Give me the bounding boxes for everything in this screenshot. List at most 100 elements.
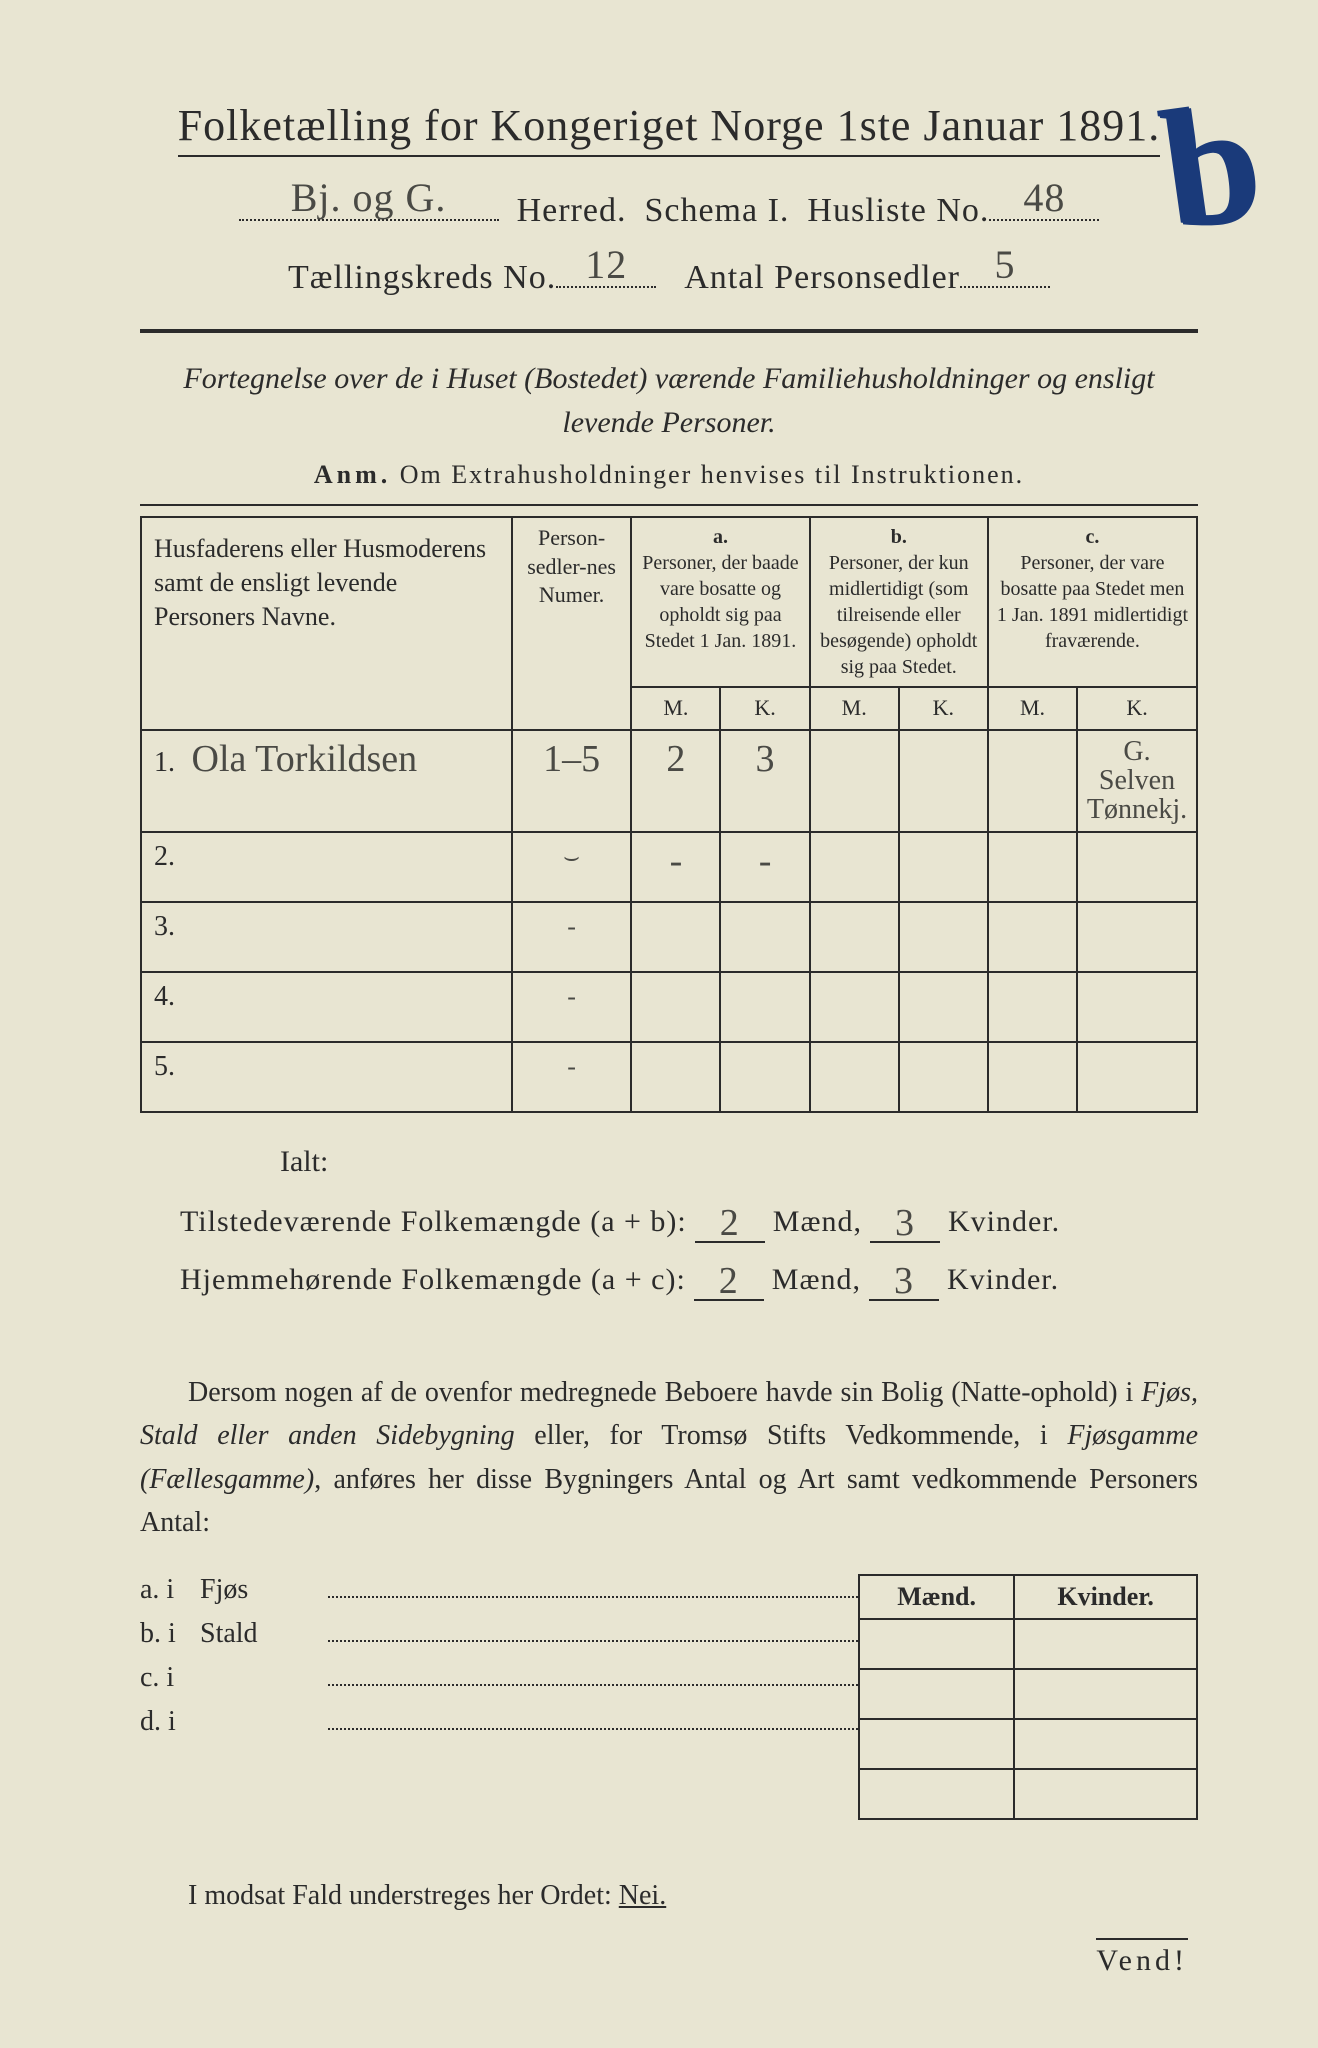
maend-label: Mænd, <box>773 1205 862 1239</box>
kreds-label: Tællingskreds No. <box>288 259 556 297</box>
cell <box>899 902 988 972</box>
herred-label: Herred. <box>517 192 627 230</box>
cell <box>899 730 988 832</box>
mk-kvinder: Kvinder. <box>1014 1575 1197 1619</box>
antal-field: 5 <box>960 252 1050 288</box>
th-cM: M. <box>988 687 1077 730</box>
cell <box>810 730 899 832</box>
cell: - <box>512 972 632 1042</box>
cell <box>810 972 899 1042</box>
cell <box>631 902 720 972</box>
th-num: Person-sedler-nes Numer. <box>512 517 632 730</box>
form-subtitle: Fortegnelse over de i Huset (Bostedet) v… <box>170 357 1168 444</box>
nei-word: Nei. <box>619 1880 666 1911</box>
anm-note: Anm. Om Extrahusholdninger henvises til … <box>140 460 1198 490</box>
form-title: Folketælling for Kongeriget Norge 1ste J… <box>178 100 1161 157</box>
dotted-line <box>328 1576 858 1598</box>
cell <box>720 1042 809 1112</box>
cell <box>899 832 988 902</box>
cell: 3 <box>720 730 809 832</box>
vend-label: Vend! <box>1096 1938 1188 1978</box>
cell <box>1077 902 1197 972</box>
bygn-row-b: b. i Stald <box>140 1618 858 1650</box>
cell-name: 1. Ola Torkildsen <box>141 730 512 832</box>
cell <box>810 832 899 902</box>
table-row: 5.- <box>141 1042 1197 1112</box>
cell <box>1077 1042 1197 1112</box>
th-col-a: a. Personer, der baade vare bosatte og o… <box>631 517 809 687</box>
th-col-c: c. Personer, der vare bosatte paa Stedet… <box>988 517 1197 687</box>
th-name: Husfaderens eller Husmoderens samt de en… <box>141 517 512 730</box>
cell <box>631 972 720 1042</box>
cell: 2 <box>631 730 720 832</box>
totals-r2-k: 3 <box>869 1255 939 1301</box>
thin-divider <box>140 504 1198 506</box>
husliste-field: 48 <box>989 185 1099 221</box>
th-cK: K. <box>1077 687 1197 730</box>
cell <box>988 832 1077 902</box>
bygn-row-d: d. i <box>140 1706 858 1738</box>
cell <box>988 902 1077 972</box>
dotted-line <box>328 1664 858 1686</box>
cell-name: 3. <box>141 902 512 972</box>
census-form-page: b Folketælling for Kongeriget Norge 1ste… <box>0 0 1318 2048</box>
th-aK: K. <box>720 687 809 730</box>
cell <box>810 902 899 972</box>
antal-label: Antal Personsedler <box>684 259 960 297</box>
totals-r2-label: Hjemmehørende Folkemængde (a + c): <box>180 1263 686 1297</box>
totals-r1-label: Tilstedeværende Folkemængde (a + b): <box>180 1205 687 1239</box>
totals-row-1: Tilstedeværende Folkemængde (a + b): 2 M… <box>180 1197 1198 1243</box>
kreds-field: 12 <box>556 252 656 288</box>
husliste-label: Husliste No. <box>807 192 989 230</box>
cell: - <box>512 902 632 972</box>
antal-handwriting: 5 <box>995 241 1016 288</box>
form-header: Folketælling for Kongeriget Norge 1ste J… <box>140 100 1198 297</box>
herred-field: Bj. og G. <box>239 185 499 221</box>
cell-name: 4. <box>141 972 512 1042</box>
cell <box>988 972 1077 1042</box>
header-line-2: Bj. og G. Herred. Schema I. Husliste No.… <box>140 185 1198 230</box>
th-col-b: b. Personer, der kun midlertidigt (som t… <box>810 517 988 687</box>
bygninger-list: a. i Fjøs b. i Stald c. i d. i <box>140 1574 858 1820</box>
bygninger-block: a. i Fjøs b. i Stald c. i d. i <box>140 1574 1198 1820</box>
ialt-label: Ialt: <box>280 1145 1198 1179</box>
cell: 1–5 <box>512 730 632 832</box>
table-row: 2.⌣-- <box>141 832 1197 902</box>
heavy-divider <box>140 329 1198 333</box>
dotted-line <box>328 1620 858 1642</box>
nei-line: I modsat Fald understreges her Ordet: Ne… <box>140 1880 1198 1912</box>
household-table: Husfaderens eller Husmoderens samt de en… <box>140 516 1198 1113</box>
totals-r2-m: 2 <box>694 1255 764 1301</box>
cell <box>1077 832 1197 902</box>
th-bK: K. <box>899 687 988 730</box>
table-row: 3.- <box>141 902 1197 972</box>
header-line-3: Tællingskreds No. 12 Antal Personsedler … <box>140 252 1198 297</box>
dotted-line <box>328 1708 858 1730</box>
th-aM: M. <box>631 687 720 730</box>
herred-handwriting: Bj. og G. <box>291 174 447 221</box>
cell: G.SelvenTønnekj. <box>1077 730 1197 832</box>
anm-prefix: Anm. <box>314 460 391 489</box>
bygn-row-a: a. i Fjøs <box>140 1574 858 1606</box>
cell <box>988 1042 1077 1112</box>
husliste-handwriting: 48 <box>1023 174 1065 221</box>
cell <box>899 972 988 1042</box>
cell <box>810 1042 899 1112</box>
totals-row-2: Hjemmehørende Folkemængde (a + c): 2 Mæn… <box>180 1255 1198 1301</box>
cell: - <box>631 832 720 902</box>
cell <box>631 1042 720 1112</box>
cell: ⌣ <box>512 832 632 902</box>
cell <box>1077 972 1197 1042</box>
anm-text: Om Extrahusholdninger henvises til Instr… <box>391 460 1024 489</box>
kvinder-label-2: Kvinder. <box>947 1263 1059 1297</box>
cell <box>988 730 1077 832</box>
cell-name: 2. <box>141 832 512 902</box>
totals-r1-k: 3 <box>870 1197 940 1243</box>
paragraph-bolig: Dersom nogen af de ovenfor medregnede Be… <box>140 1371 1198 1545</box>
cell: - <box>720 832 809 902</box>
cell <box>720 972 809 1042</box>
kvinder-label: Kvinder. <box>948 1205 1060 1239</box>
cell <box>899 1042 988 1112</box>
schema-label: Schema I. <box>644 192 789 230</box>
cell <box>720 902 809 972</box>
